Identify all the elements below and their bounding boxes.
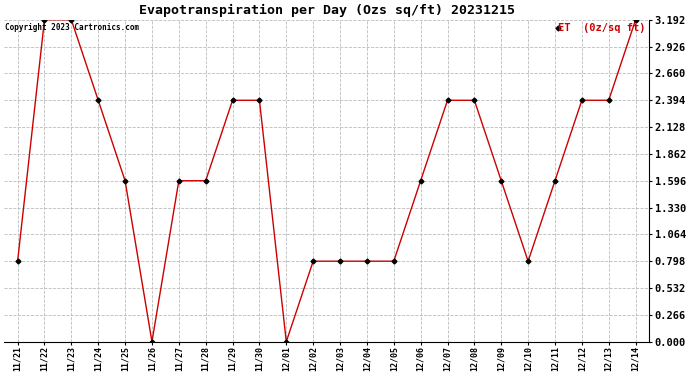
ET  (0z/sq ft) <box>578 98 586 102</box>
ET  (0z/sq ft) <box>255 98 264 102</box>
ET  (0z/sq ft) <box>497 178 505 183</box>
Text: Copyright 2023 Cartronics.com: Copyright 2023 Cartronics.com <box>6 23 139 32</box>
ET  (0z/sq ft) <box>417 178 425 183</box>
ET  (0z/sq ft) <box>336 259 344 264</box>
ET  (0z/sq ft) <box>121 178 129 183</box>
ET  (0z/sq ft) <box>40 18 48 22</box>
ET  (0z/sq ft) <box>148 339 156 344</box>
Legend: ET  (0z/sq ft): ET (0z/sq ft) <box>558 23 646 33</box>
ET  (0z/sq ft) <box>14 259 22 264</box>
Line: ET  (0z/sq ft): ET (0z/sq ft) <box>16 18 638 344</box>
ET  (0z/sq ft) <box>309 259 317 264</box>
ET  (0z/sq ft) <box>94 98 102 102</box>
ET  (0z/sq ft) <box>524 259 532 264</box>
ET  (0z/sq ft) <box>390 259 398 264</box>
ET  (0z/sq ft) <box>201 178 210 183</box>
ET  (0z/sq ft) <box>551 178 559 183</box>
ET  (0z/sq ft) <box>228 98 237 102</box>
ET  (0z/sq ft) <box>471 98 479 102</box>
ET  (0z/sq ft) <box>363 259 371 264</box>
ET  (0z/sq ft) <box>282 339 290 344</box>
ET  (0z/sq ft) <box>175 178 183 183</box>
ET  (0z/sq ft) <box>444 98 452 102</box>
ET  (0z/sq ft) <box>604 98 613 102</box>
ET  (0z/sq ft) <box>67 18 75 22</box>
ET  (0z/sq ft) <box>631 18 640 22</box>
Title: Evapotranspiration per Day (Ozs sq/ft) 20231215: Evapotranspiration per Day (Ozs sq/ft) 2… <box>139 4 515 17</box>
